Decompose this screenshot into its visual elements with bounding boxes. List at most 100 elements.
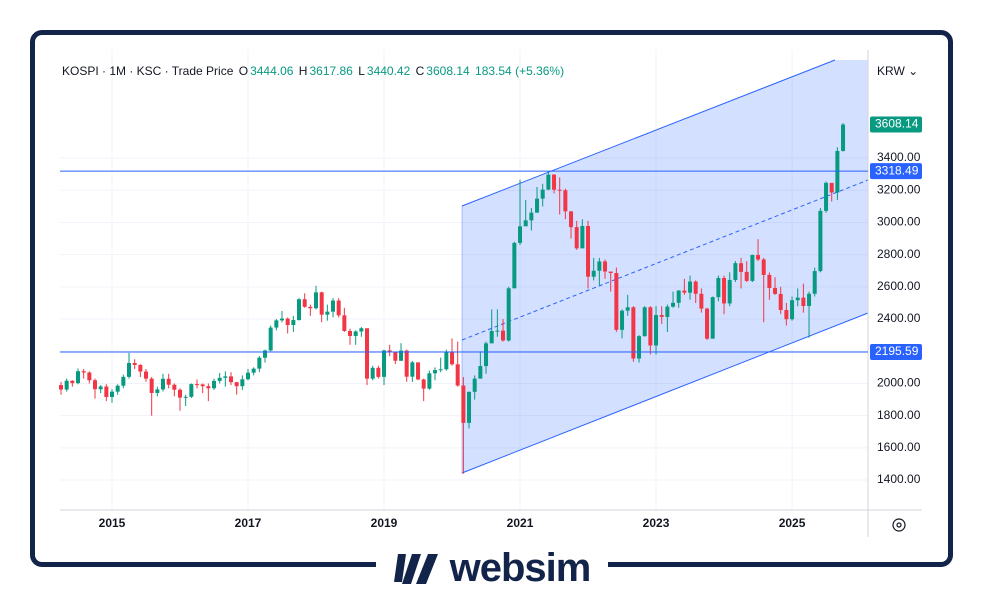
candle-body bbox=[393, 352, 398, 361]
candle-body bbox=[325, 311, 330, 315]
x-tick-label: 2021 bbox=[507, 516, 534, 530]
candle-body bbox=[280, 318, 285, 321]
currency-select[interactable]: KRW ⌄ bbox=[877, 64, 919, 78]
candle-body bbox=[688, 281, 693, 293]
candle-body bbox=[302, 299, 307, 307]
candle-body bbox=[818, 210, 823, 272]
candle-body bbox=[546, 174, 551, 190]
candle-body bbox=[518, 226, 523, 243]
candle-body bbox=[716, 277, 721, 298]
candle-body bbox=[376, 367, 381, 377]
settings-button[interactable] bbox=[892, 518, 906, 532]
candle-body bbox=[285, 318, 290, 326]
settings-icon-core bbox=[896, 522, 902, 528]
candle-body bbox=[676, 290, 681, 303]
y-tick-label: 2800.00 bbox=[877, 247, 921, 261]
last-price-tag bbox=[870, 116, 922, 133]
candle-body bbox=[665, 306, 670, 317]
candle-body bbox=[234, 382, 239, 387]
settings-icon[interactable] bbox=[892, 518, 906, 532]
candle-body bbox=[807, 293, 812, 307]
candle-body bbox=[421, 379, 426, 389]
candle-body bbox=[478, 366, 483, 379]
candle-body bbox=[348, 330, 353, 336]
ohlc-label: O bbox=[238, 64, 249, 78]
candle-body bbox=[580, 225, 585, 249]
ohlc-label: H bbox=[298, 64, 308, 78]
y-tick-label: 1800.00 bbox=[877, 408, 921, 422]
candle-body bbox=[790, 300, 795, 320]
candle-body bbox=[178, 389, 183, 398]
y-tick-label: 1600.00 bbox=[877, 440, 921, 454]
candle-body bbox=[461, 385, 466, 423]
candle-body bbox=[263, 350, 268, 358]
candle-body bbox=[710, 297, 715, 339]
candle-body bbox=[699, 293, 704, 309]
candle-body bbox=[438, 369, 443, 371]
candle-body bbox=[812, 271, 817, 294]
candle-body bbox=[387, 350, 392, 353]
candle-body bbox=[631, 307, 636, 359]
channel-lower bbox=[461, 312, 869, 474]
candle-body bbox=[399, 350, 404, 361]
candle-body bbox=[353, 331, 358, 336]
candle-body bbox=[574, 227, 579, 249]
candle-body bbox=[591, 270, 596, 277]
candle-body bbox=[733, 263, 738, 280]
candle-body bbox=[115, 385, 120, 392]
candle-body bbox=[336, 300, 341, 316]
candle-body bbox=[659, 315, 664, 317]
channel-fill bbox=[462, 60, 868, 473]
candle-body bbox=[693, 281, 698, 294]
x-tick-label: 2025 bbox=[779, 516, 806, 530]
brand-icon-bar bbox=[415, 554, 438, 584]
candle-body bbox=[767, 274, 772, 288]
candle-body bbox=[523, 220, 528, 227]
candle-body bbox=[70, 380, 75, 384]
candle-body bbox=[801, 297, 806, 307]
candle-body bbox=[756, 254, 761, 260]
price-line-tag bbox=[870, 163, 922, 180]
ohlc-value: 3608.14 bbox=[426, 64, 470, 78]
ohlc-label: L bbox=[358, 64, 365, 78]
candle-body bbox=[291, 320, 296, 326]
candle-body bbox=[620, 310, 625, 330]
candle-body bbox=[217, 377, 222, 381]
candle-body bbox=[671, 302, 676, 307]
x-tick-label: 2017 bbox=[235, 516, 262, 530]
candle-body bbox=[433, 370, 438, 374]
candle-body bbox=[489, 330, 494, 344]
candle-body bbox=[784, 310, 789, 320]
candle-body bbox=[166, 378, 171, 385]
candle-body bbox=[569, 211, 574, 228]
y-tick-label: 3000.00 bbox=[877, 215, 921, 229]
candle-body bbox=[484, 343, 489, 367]
y-tick-label: 1400.00 bbox=[877, 472, 921, 486]
candle-body bbox=[603, 261, 608, 272]
ohlc-label: C bbox=[415, 64, 425, 78]
candle-body bbox=[829, 182, 834, 193]
candle-body bbox=[64, 380, 69, 390]
candle-body bbox=[251, 368, 256, 373]
candle-body bbox=[359, 328, 364, 332]
chart-header: KOSPI · 1M · KSC · Trade Price O 3444.06 … bbox=[62, 64, 566, 78]
candle-body bbox=[597, 261, 602, 271]
candle-body bbox=[382, 350, 387, 377]
channel-upper bbox=[461, 59, 836, 207]
candle-body bbox=[529, 212, 534, 221]
channel-mid bbox=[461, 179, 869, 341]
x-tick-label: 2019 bbox=[371, 516, 398, 530]
candle-body bbox=[778, 293, 783, 311]
candle-body bbox=[750, 254, 755, 281]
candle-body bbox=[608, 271, 613, 274]
candle-body bbox=[472, 378, 477, 392]
candle-body bbox=[540, 189, 545, 199]
candle-body bbox=[93, 380, 98, 390]
currency[interactable]: KRW bbox=[877, 64, 905, 78]
ohlc-value: 3440.42 bbox=[366, 64, 411, 78]
candle-body bbox=[512, 242, 517, 289]
candle-body bbox=[739, 263, 744, 272]
candle-body bbox=[183, 396, 188, 398]
ohlc-value: 3617.86 bbox=[309, 64, 353, 78]
